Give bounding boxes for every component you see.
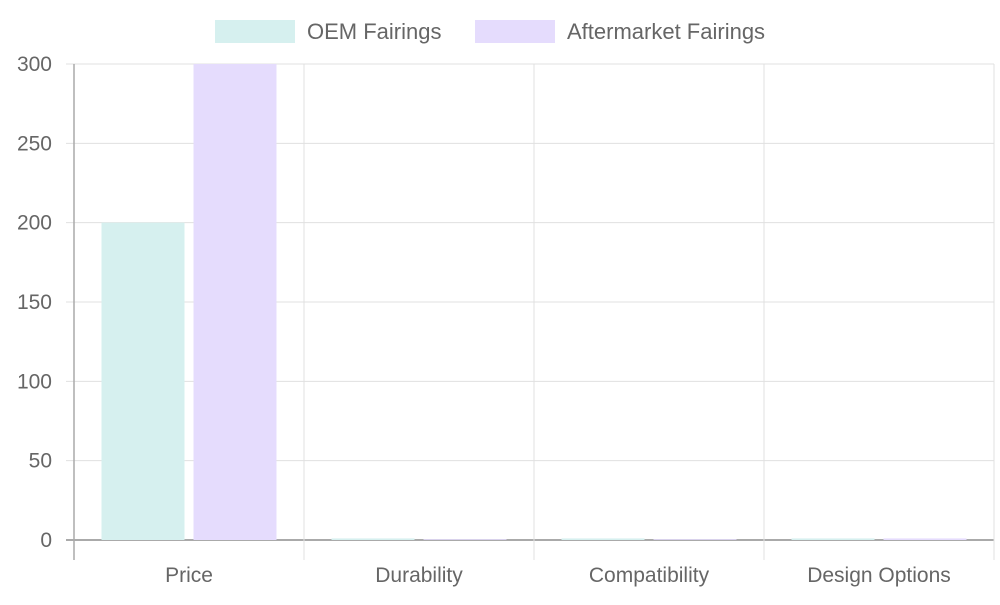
y-tick-label: 50 xyxy=(29,450,52,473)
legend-item[interactable]: Aftermarket Fairings xyxy=(475,19,765,44)
bar-oem-fairings xyxy=(561,538,645,540)
bar-aftermarket-fairings xyxy=(193,64,277,540)
x-tick-label: Price xyxy=(165,564,213,587)
x-tick-label: Design Options xyxy=(807,564,951,587)
y-tick-label: 250 xyxy=(17,132,52,155)
bar-oem-fairings xyxy=(331,538,415,540)
legend-item[interactable]: OEM Fairings xyxy=(215,19,441,44)
legend-label: OEM Fairings xyxy=(307,19,441,44)
y-tick-label: 100 xyxy=(17,370,52,393)
x-tick-label: Compatibility xyxy=(589,564,710,587)
y-tick-label: 0 xyxy=(40,529,52,552)
x-tick-label: Durability xyxy=(375,564,463,587)
y-tick-label: 300 xyxy=(17,53,52,76)
bar-aftermarket-fairings xyxy=(653,539,737,540)
legend-swatch xyxy=(215,20,295,43)
bar-oem-fairings xyxy=(101,222,185,540)
legend-swatch xyxy=(475,20,555,43)
bar-oem-fairings xyxy=(791,538,875,540)
legend-label: Aftermarket Fairings xyxy=(567,19,765,44)
bar-aftermarket-fairings xyxy=(423,539,507,540)
y-tick-label: 150 xyxy=(17,291,52,314)
bar-aftermarket-fairings xyxy=(883,538,967,540)
y-tick-label: 200 xyxy=(17,212,52,235)
